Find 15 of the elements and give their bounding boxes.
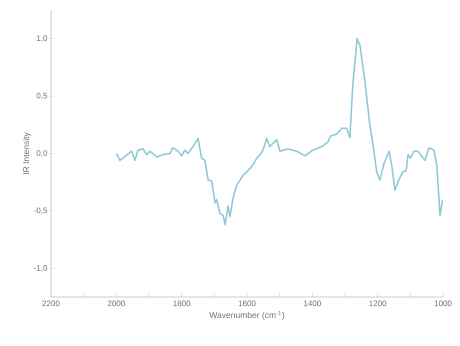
x-axis-title: Wavenumber (cm$^{-1}$) [209, 311, 284, 320]
y-axis-title: IR Intensity [22, 132, 31, 174]
y-tick-label: 1,0 [36, 35, 48, 42]
x-tick-label: 1000 [434, 300, 452, 306]
x-tick-label: 2000 [108, 300, 125, 306]
y-tick-label: -1,0 [34, 265, 48, 272]
x-tick-label: 1400 [304, 300, 321, 306]
line-series [116, 38, 443, 226]
y-tick-label: -0,5 [34, 208, 48, 214]
x-tick-label: 1200 [369, 300, 386, 306]
y-tick-label: 0,5 [36, 92, 48, 100]
x-tick-label: 2200 [42, 300, 60, 306]
x-tick-label: 1600 [238, 300, 256, 306]
x-tick-label: 1800 [173, 300, 190, 306]
y-tick-label: 0,0 [36, 150, 48, 157]
